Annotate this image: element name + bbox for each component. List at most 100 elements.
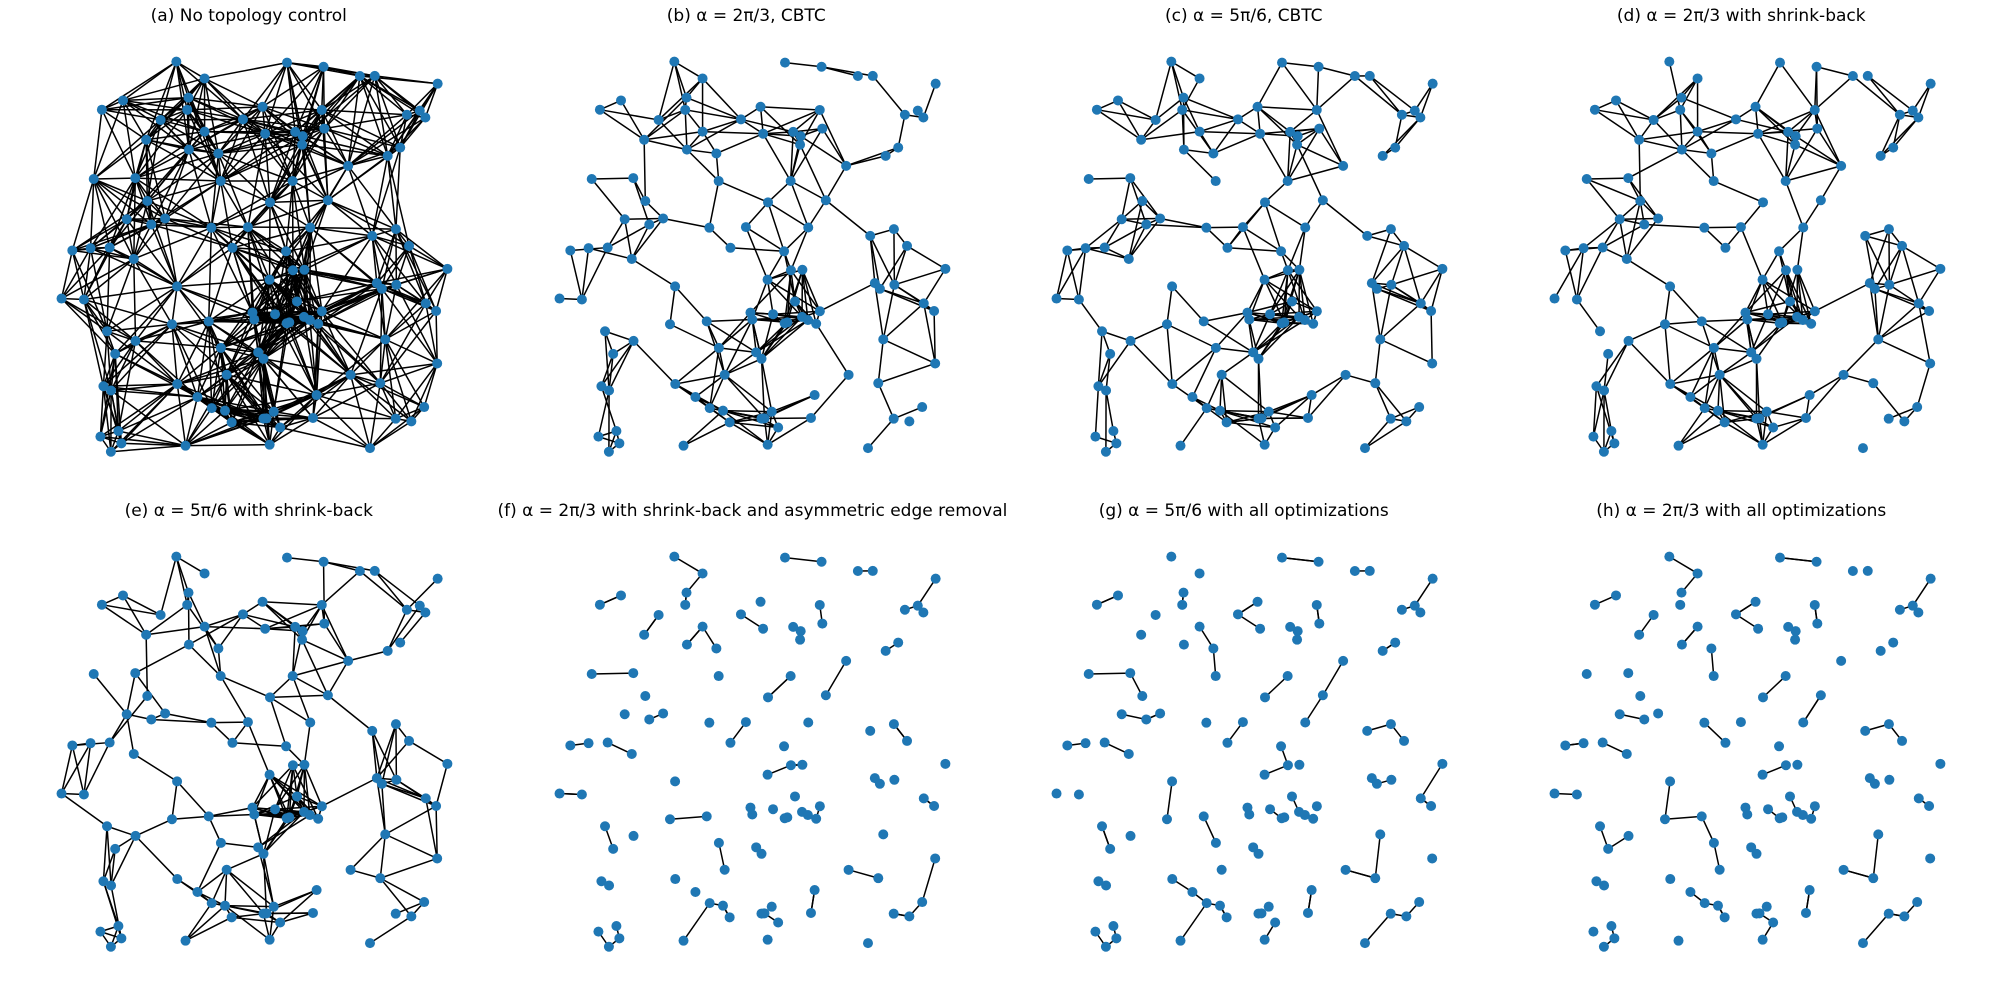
graph-edge: [263, 323, 319, 360]
graph-edge: [606, 218, 625, 248]
graph-edge: [185, 904, 226, 941]
graph-node: [297, 131, 308, 142]
graph-node: [88, 668, 99, 679]
graph-node: [1216, 864, 1227, 875]
graph-edge: [1778, 62, 1815, 111]
graph-edge: [632, 340, 676, 385]
graph-node: [778, 246, 789, 257]
graph-node: [237, 608, 248, 619]
graph-edge: [176, 285, 255, 321]
graph-edge: [1403, 245, 1422, 304]
graph-edge: [1316, 109, 1344, 167]
graph-node: [627, 173, 638, 184]
graph-node: [1676, 587, 1687, 598]
graph-node: [1741, 809, 1752, 820]
graph-node: [1255, 623, 1266, 634]
graph-edge: [171, 324, 179, 385]
graph-edge: [175, 555, 205, 574]
graph-node: [419, 896, 430, 907]
graph-edge: [1796, 227, 1804, 270]
graph-edge: [312, 374, 352, 419]
graph-edge: [673, 555, 703, 574]
graph-node: [713, 342, 724, 353]
graph-node: [1222, 737, 1233, 748]
graph-node: [1073, 294, 1084, 305]
graph-node: [679, 104, 690, 115]
graph-edge: [220, 841, 259, 848]
graph-node: [432, 852, 443, 863]
graph-edge: [604, 330, 634, 342]
graph-edge: [395, 228, 448, 270]
graph-edge: [723, 358, 762, 376]
graph-node: [840, 655, 851, 666]
graph-node: [1652, 707, 1663, 718]
graph-edge: [1887, 406, 1917, 420]
graph-edge: [1280, 269, 1301, 324]
graph-edge: [262, 853, 268, 913]
graph-edge: [1226, 421, 1276, 429]
graph-edge: [798, 144, 827, 201]
graph-node: [1292, 131, 1303, 142]
graph-edge: [1892, 117, 1919, 149]
graph-node: [319, 618, 330, 629]
graph-edge: [1873, 288, 1879, 340]
graph-edge: [1376, 288, 1422, 305]
graph-node: [867, 565, 878, 576]
graph-edge: [369, 406, 425, 449]
graph-node: [1659, 813, 1670, 824]
graph-edge: [630, 217, 664, 260]
graph-node: [1285, 621, 1296, 632]
graph-edge: [160, 77, 206, 121]
graph-node: [779, 318, 790, 329]
graph-edge: [188, 643, 222, 677]
graph-node: [1308, 813, 1319, 824]
graph-node: [1652, 213, 1663, 224]
graph-node: [1869, 283, 1880, 294]
graph-node: [917, 112, 928, 123]
graph-edge: [1206, 226, 1243, 229]
graph-edge: [762, 131, 793, 135]
graph-node: [757, 128, 768, 139]
graph-node: [281, 740, 292, 751]
graph-node: [713, 670, 724, 681]
graph-node: [762, 274, 773, 285]
graph-edge: [261, 106, 294, 182]
graph-node: [1750, 596, 1761, 607]
graph-node: [1791, 759, 1802, 770]
graph-edge: [1794, 109, 1815, 137]
graph-edge: [122, 96, 189, 102]
graph-edge: [1677, 410, 1718, 447]
graph-edge: [871, 75, 905, 116]
graph-edge: [376, 723, 397, 778]
graph-edge: [1717, 409, 1767, 413]
graph-node: [141, 134, 152, 145]
graph-edge: [316, 338, 386, 396]
graph-node: [1311, 800, 1322, 811]
graph-edge: [286, 556, 324, 563]
graph-edge: [1663, 780, 1671, 819]
graph-edge: [1094, 386, 1100, 437]
graph-edge: [176, 321, 210, 385]
graph-node: [1797, 809, 1808, 820]
graph-edge: [1873, 245, 1903, 290]
graph-node: [1559, 245, 1570, 256]
graph-node: [901, 240, 912, 251]
graph-node: [227, 242, 238, 253]
graph-edge: [1679, 78, 1698, 111]
graph-edge: [1171, 285, 1205, 322]
graph-node: [779, 812, 790, 823]
graph-edge: [160, 119, 219, 155]
graph-node: [264, 439, 275, 450]
graph-node: [816, 61, 827, 72]
graph-edge: [369, 915, 412, 944]
graph-node: [668, 551, 679, 562]
graph-node: [814, 800, 825, 811]
graph-edge: [674, 285, 707, 322]
graph-node: [810, 318, 821, 329]
graph-edge: [327, 199, 373, 237]
graph-node: [1797, 716, 1808, 727]
graph-node: [1255, 128, 1266, 139]
graph-node: [128, 748, 139, 759]
graph-edge: [1264, 201, 1306, 229]
graph-node: [1375, 828, 1386, 839]
